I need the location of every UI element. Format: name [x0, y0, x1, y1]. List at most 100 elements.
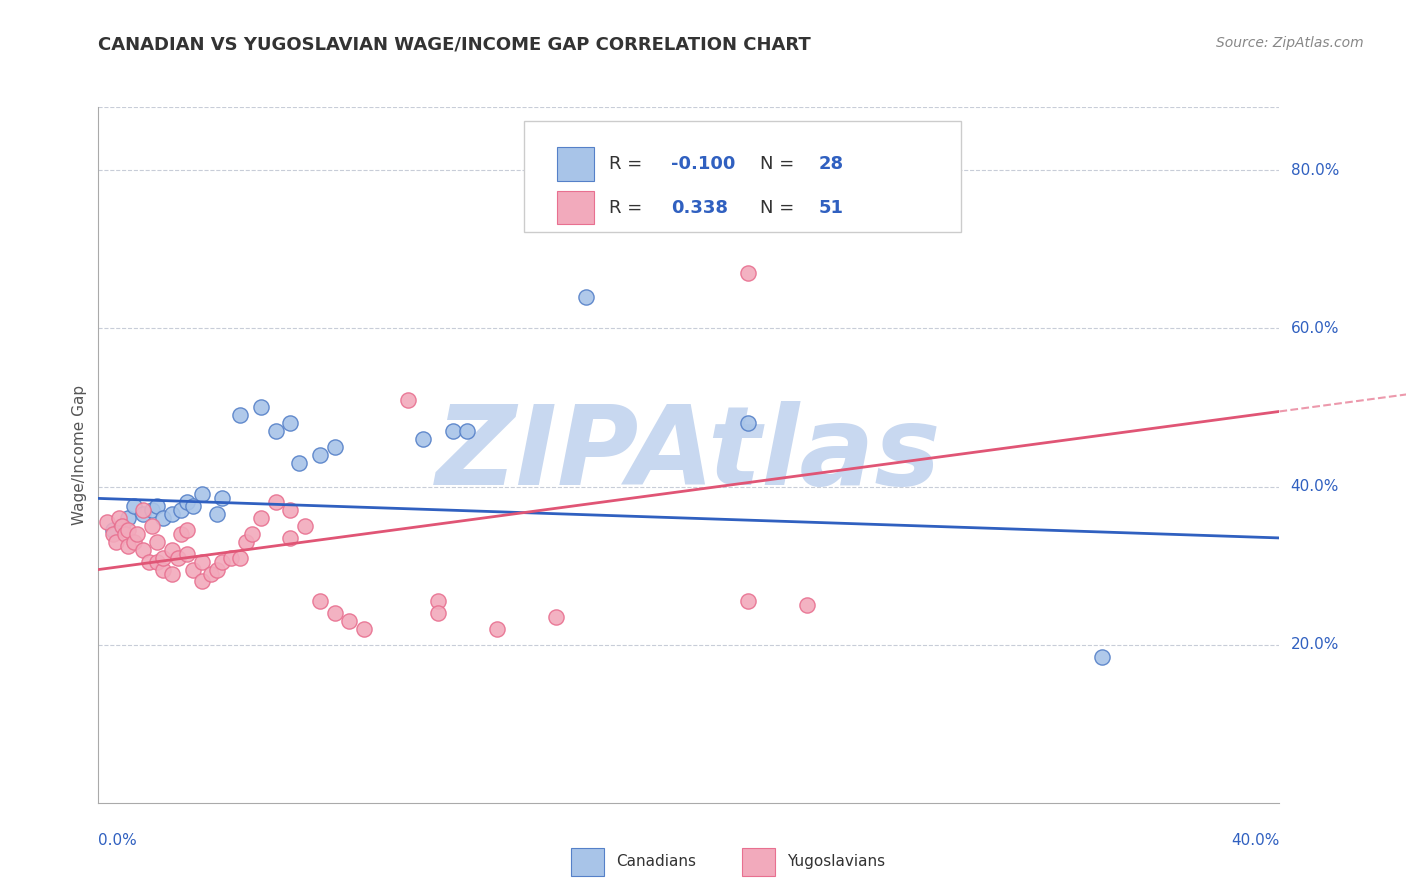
Point	[96, 515, 118, 529]
Point	[250, 401, 273, 415]
Point	[181, 500, 204, 514]
Text: N =: N =	[759, 155, 794, 173]
Point	[170, 527, 193, 541]
Y-axis label: Wage/Income Gap: Wage/Income Gap	[72, 384, 87, 525]
Point	[278, 531, 302, 545]
Point	[427, 594, 450, 608]
Point	[132, 542, 155, 557]
FancyBboxPatch shape	[523, 121, 960, 232]
Point	[108, 511, 131, 525]
Text: Source: ZipAtlas.com: Source: ZipAtlas.com	[1216, 36, 1364, 50]
Point	[114, 527, 136, 541]
Point	[146, 555, 169, 569]
Point	[264, 424, 287, 438]
Point	[323, 606, 346, 620]
Text: 0.0%: 0.0%	[98, 833, 138, 848]
Point	[737, 417, 759, 431]
Text: 40.0%: 40.0%	[1232, 833, 1279, 848]
Point	[294, 519, 316, 533]
Point	[309, 448, 332, 462]
Text: R =: R =	[609, 199, 648, 217]
Point	[288, 456, 311, 470]
Bar	[571, 848, 605, 876]
Text: N =: N =	[759, 199, 794, 217]
Point	[103, 523, 125, 537]
Point	[141, 503, 163, 517]
Point	[219, 550, 242, 565]
Point	[162, 566, 183, 581]
Text: 60.0%: 60.0%	[1291, 321, 1339, 336]
Point	[146, 534, 169, 549]
Point	[152, 563, 174, 577]
Point	[486, 622, 509, 636]
Text: CANADIAN VS YUGOSLAVIAN WAGE/INCOME GAP CORRELATION CHART: CANADIAN VS YUGOSLAVIAN WAGE/INCOME GAP …	[98, 36, 811, 54]
Point	[396, 392, 419, 407]
Point	[191, 574, 214, 589]
Text: 80.0%: 80.0%	[1291, 163, 1339, 178]
Bar	[742, 848, 775, 876]
Point	[309, 594, 332, 608]
Point	[427, 606, 450, 620]
Point	[574, 290, 596, 304]
Point	[229, 409, 252, 423]
Point	[412, 432, 434, 446]
Text: 51: 51	[818, 199, 844, 217]
Point	[737, 594, 759, 608]
Point	[181, 563, 204, 577]
Point	[229, 550, 252, 565]
Point	[205, 563, 228, 577]
Bar	[557, 147, 595, 181]
Point	[117, 523, 139, 537]
Text: -0.100: -0.100	[671, 155, 735, 173]
Point	[162, 542, 183, 557]
Point	[132, 507, 155, 521]
Point	[122, 534, 145, 549]
Point	[105, 534, 128, 549]
Point	[125, 527, 148, 541]
Point	[138, 555, 160, 569]
Point	[152, 511, 174, 525]
Point	[240, 527, 263, 541]
Point	[544, 610, 567, 624]
Point	[191, 487, 214, 501]
Point	[146, 500, 169, 514]
Bar	[557, 191, 595, 225]
Point	[117, 511, 139, 525]
Point	[1091, 649, 1114, 664]
Point	[200, 566, 222, 581]
Text: ZIPAtlas: ZIPAtlas	[436, 401, 942, 508]
Point	[111, 519, 134, 533]
Point	[441, 424, 464, 438]
Point	[176, 523, 198, 537]
Text: 28: 28	[818, 155, 844, 173]
Point	[235, 534, 257, 549]
Point	[264, 495, 287, 509]
Point	[353, 622, 375, 636]
Point	[176, 495, 198, 509]
Point	[211, 491, 233, 506]
Text: Canadians: Canadians	[616, 855, 696, 870]
Point	[337, 614, 360, 628]
Point	[176, 547, 198, 561]
Point	[152, 550, 174, 565]
Point	[323, 440, 346, 454]
Point	[167, 550, 190, 565]
Point	[117, 539, 139, 553]
Text: R =: R =	[609, 155, 648, 173]
Text: 40.0%: 40.0%	[1291, 479, 1339, 494]
Point	[191, 555, 214, 569]
Point	[170, 503, 193, 517]
Text: 0.338: 0.338	[671, 199, 728, 217]
Point	[162, 507, 183, 521]
Point	[132, 503, 155, 517]
Point	[205, 507, 228, 521]
Text: 20.0%: 20.0%	[1291, 637, 1339, 652]
Point	[122, 500, 145, 514]
Point	[111, 519, 134, 533]
Point	[141, 519, 163, 533]
Point	[250, 511, 273, 525]
Point	[456, 424, 478, 438]
Point	[278, 417, 302, 431]
Point	[278, 503, 302, 517]
Point	[103, 527, 125, 541]
